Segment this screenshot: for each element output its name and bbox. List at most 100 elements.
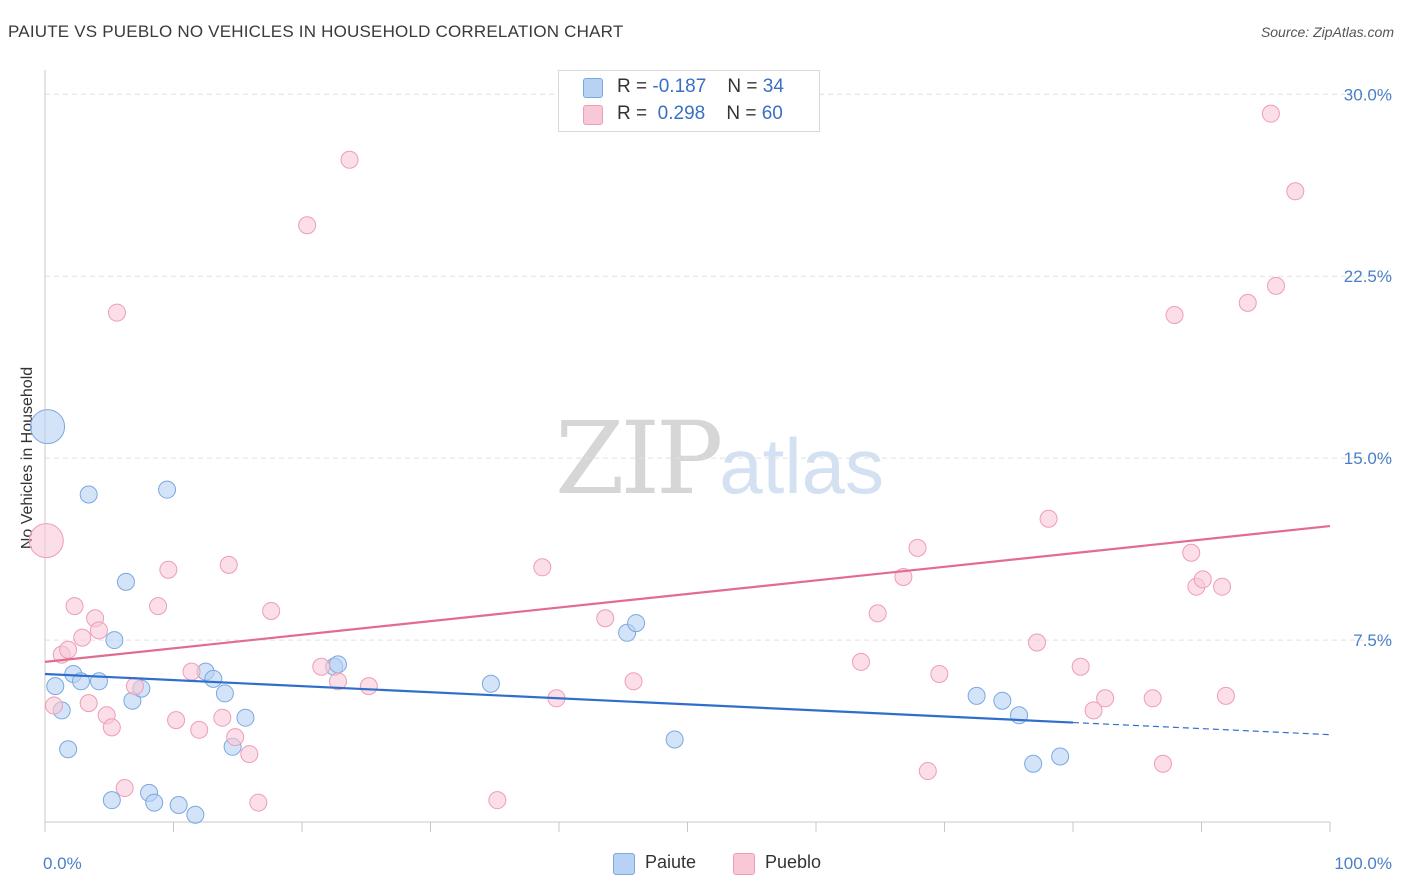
data-point-pueblo	[240, 745, 259, 764]
data-point-pueblo	[596, 609, 615, 628]
data-point-pueblo	[1238, 293, 1257, 312]
x-tick-label: 100.0%	[1334, 854, 1392, 873]
legend-swatch-pueblo	[733, 853, 755, 875]
data-point-pueblo	[298, 216, 317, 235]
data-point-paiute	[71, 672, 90, 691]
data-point-pueblo	[89, 621, 108, 640]
x-tick-label: 0.0%	[43, 854, 82, 873]
legend-r-label: R =	[617, 76, 648, 97]
data-point-pueblo	[190, 720, 209, 739]
data-point-pueblo	[488, 791, 507, 810]
legend-swatch-pueblo	[583, 105, 603, 125]
data-point-pueblo	[1286, 182, 1305, 201]
data-point-pueblo	[851, 652, 870, 671]
data-point-paiute	[993, 691, 1012, 710]
data-point-pueblo	[125, 677, 144, 696]
watermark: ZIPatlas	[555, 400, 884, 517]
series-legend: Paiute Pueblo	[0, 852, 1406, 878]
data-point-pueblo	[1267, 276, 1286, 295]
legend-r-label: R =	[617, 103, 648, 124]
watermark-atlas: atlas	[719, 422, 885, 510]
data-point-pueblo	[1261, 104, 1280, 123]
data-point-paiute	[158, 480, 177, 499]
data-point-pueblo	[340, 150, 359, 169]
data-point-paiute	[328, 655, 347, 674]
data-point-paiute	[102, 791, 121, 810]
data-point-pueblo	[1028, 633, 1047, 652]
data-point-paiute	[627, 614, 646, 633]
data-point-pueblo	[79, 694, 98, 713]
data-point-pueblo	[102, 718, 121, 737]
data-point-pueblo	[312, 657, 331, 676]
legend-swatch-paiute	[613, 853, 635, 875]
legend-n-label: N =	[727, 76, 758, 97]
legend-label-paiute: Paiute	[645, 852, 697, 872]
trendline-paiute	[44, 672, 1074, 724]
data-point-pueblo	[908, 538, 927, 557]
data-point-pueblo	[868, 604, 887, 623]
source-label: Source: ZipAtlas.com	[1260, 24, 1394, 40]
data-point-pueblo	[1213, 577, 1232, 596]
trendline-pueblo	[44, 524, 1331, 663]
y-tick-label: 22.5%	[1344, 267, 1392, 286]
data-point-paiute	[236, 708, 255, 727]
data-point-paiute	[665, 730, 684, 749]
data-point-pueblo	[359, 677, 378, 696]
data-point-pueblo	[1071, 657, 1090, 676]
data-point-pueblo	[107, 303, 126, 322]
data-point-pueblo	[182, 662, 201, 681]
data-point-pueblo	[65, 597, 84, 616]
data-point-pueblo	[1182, 543, 1201, 562]
legend-n-value: 34	[762, 76, 784, 97]
data-point-pueblo	[59, 640, 78, 659]
data-point-paiute	[204, 669, 223, 688]
data-point-paiute	[481, 674, 500, 693]
data-point-paiute	[169, 796, 188, 815]
data-point-paiute	[46, 677, 65, 696]
data-point-paiute	[116, 572, 135, 591]
data-point-pueblo	[894, 567, 913, 586]
y-tick-label: 7.5%	[1353, 631, 1392, 650]
data-point-pueblo	[159, 560, 178, 579]
data-point-pueblo	[149, 597, 168, 616]
data-point-pueblo	[1084, 701, 1103, 720]
data-point-pueblo	[1096, 689, 1115, 708]
legend-r-value: -0.187	[652, 76, 707, 97]
data-point-pueblo	[1216, 686, 1235, 705]
data-point-paiute	[186, 805, 205, 824]
legend-n-label: N =	[726, 103, 757, 124]
data-point-paiute	[1024, 754, 1043, 773]
data-point-pueblo	[73, 628, 92, 647]
data-point-pueblo	[918, 762, 937, 781]
data-point-paiute	[967, 686, 986, 705]
legend-swatch-paiute	[583, 78, 603, 98]
data-point-pueblo	[624, 672, 643, 691]
data-point-paiute	[79, 485, 98, 504]
data-point-pueblo	[328, 672, 347, 691]
legend-n-value: 60	[761, 103, 783, 124]
data-point-pueblo	[1193, 570, 1212, 589]
data-point-paiute	[1051, 747, 1070, 766]
data-point-pueblo	[1153, 754, 1172, 773]
legend-r-value: 0.298	[652, 103, 706, 124]
data-point-pueblo	[1143, 689, 1162, 708]
y-tick-label: 30.0%	[1344, 85, 1392, 104]
data-point-pueblo	[167, 711, 186, 730]
data-point-pueblo	[262, 601, 281, 620]
data-point-pueblo	[44, 696, 63, 715]
data-point-pueblo	[226, 728, 245, 747]
data-point-pueblo	[219, 555, 238, 574]
correlation-legend: R = -0.187 N = 34 R = 0.298 N = 60	[558, 70, 820, 132]
data-point-pueblo	[28, 523, 64, 559]
data-point-pueblo	[213, 708, 232, 727]
data-point-pueblo	[1165, 306, 1184, 325]
data-point-paiute	[145, 793, 164, 812]
data-point-paiute	[215, 684, 234, 703]
data-point-paiute	[30, 409, 66, 445]
data-point-pueblo	[533, 558, 552, 577]
data-point-paiute	[105, 631, 124, 650]
legend-label-pueblo: Pueblo	[765, 852, 822, 872]
chart-title: PAIUTE VS PUEBLO NO VEHICLES IN HOUSEHOL…	[8, 22, 624, 41]
data-point-pueblo	[1039, 509, 1058, 528]
